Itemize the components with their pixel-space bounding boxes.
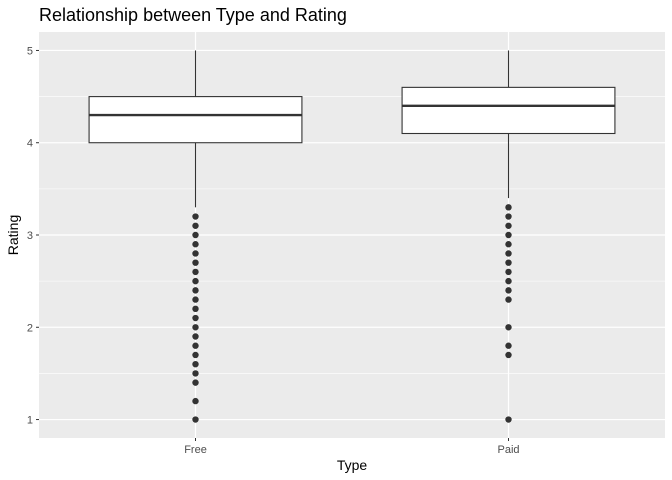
outlier-point (192, 305, 199, 313)
outlier-point (192, 397, 199, 405)
outlier-point (505, 351, 512, 359)
outlier-point (192, 250, 199, 257)
outlier-point (192, 287, 199, 294)
outlier-point (192, 351, 199, 359)
outlier-point (192, 370, 199, 377)
outlier-point (505, 324, 512, 331)
outlier-point (192, 360, 199, 368)
outlier-point (192, 241, 199, 248)
outlier-point (505, 213, 512, 220)
outlier-point (505, 342, 512, 349)
outlier-point (192, 416, 199, 423)
box-free (88, 50, 303, 423)
x-tick-label: Free (184, 444, 207, 456)
box-series (88, 50, 616, 423)
outlier-point (192, 268, 199, 276)
box-paid (401, 50, 616, 423)
outlier-point (505, 241, 512, 248)
x-axis: Free Paid (184, 438, 520, 456)
outlier-point (505, 204, 512, 211)
y-tick-label: 2 (27, 322, 33, 334)
y-axis: 1 2 3 4 5 (27, 45, 39, 427)
outlier-point (192, 213, 199, 220)
y-axis-title: Rating (5, 215, 21, 255)
outlier-point (192, 259, 199, 266)
outlier-point (192, 277, 199, 285)
x-tick-label: Paid (497, 444, 519, 456)
outlier-point (192, 333, 199, 340)
iqr-box (401, 86, 616, 135)
outlier-point (192, 231, 199, 239)
x-axis-title: Type (337, 457, 368, 473)
outlier-point (505, 416, 512, 423)
outlier-point (505, 277, 512, 285)
outlier-point (192, 296, 199, 303)
outlier-point (505, 250, 512, 257)
iqr-box (88, 96, 303, 144)
outlier-point (192, 324, 199, 331)
y-tick-label: 3 (27, 230, 33, 242)
outlier-point (192, 314, 199, 322)
y-tick-label: 4 (27, 138, 33, 150)
outlier-point (192, 222, 199, 229)
outlier-point (192, 379, 199, 386)
outlier-point (505, 268, 512, 276)
outlier-point (505, 231, 512, 239)
outlier-point (192, 342, 199, 349)
outlier-point (505, 296, 512, 303)
y-tick-label: 1 (27, 415, 33, 427)
outlier-point (505, 287, 512, 294)
y-tick-label: 5 (27, 45, 33, 57)
outlier-point (505, 222, 512, 229)
chart-title: Relationship between Type and Rating (39, 5, 347, 25)
outlier-point (505, 259, 512, 266)
